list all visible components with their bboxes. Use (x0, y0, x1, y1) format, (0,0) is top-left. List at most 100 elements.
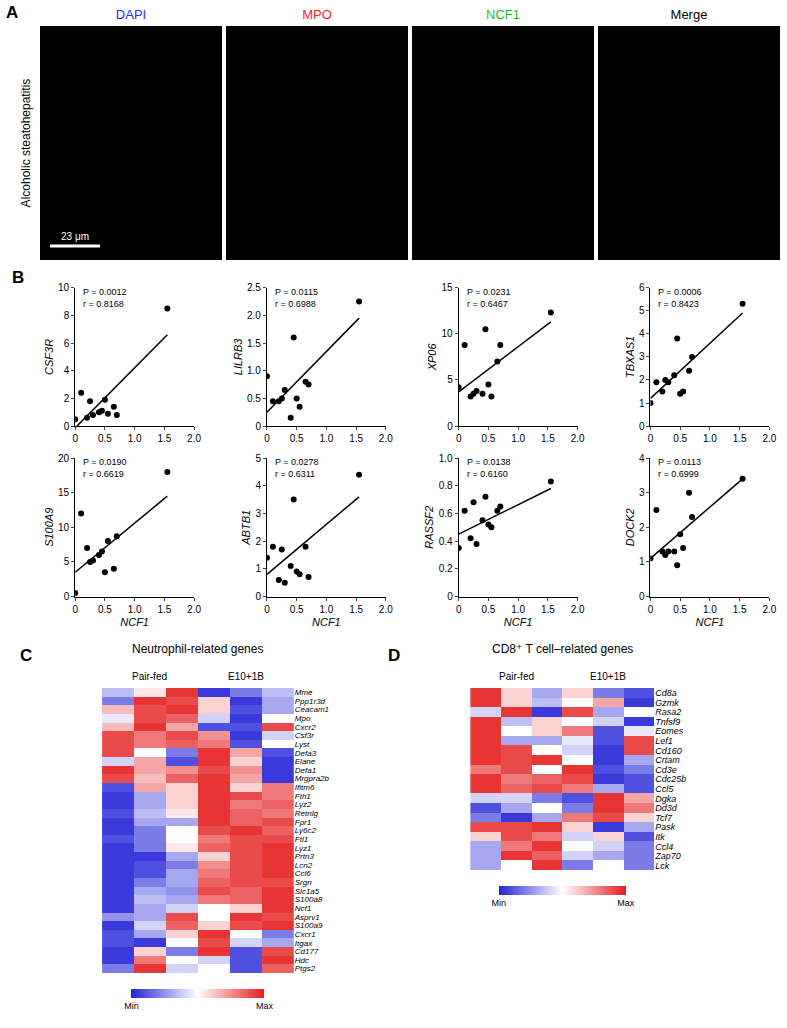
svg-text:0: 0 (255, 591, 261, 602)
svg-text:4: 4 (639, 453, 645, 464)
svg-text:B: B (12, 268, 24, 287)
svg-text:0: 0 (255, 421, 261, 432)
svg-text:Cd3e: Cd3e (655, 765, 677, 775)
svg-text:0.2: 0.2 (439, 563, 453, 574)
svg-text:P = 0.0115r = 0.6988: P = 0.0115r = 0.6988 (275, 287, 318, 309)
svg-text:Lcn2: Lcn2 (295, 861, 313, 870)
svg-text:MPO: MPO (302, 7, 332, 22)
svg-text:10: 10 (442, 328, 454, 339)
svg-text:1.0: 1.0 (247, 365, 261, 376)
svg-text:0: 0 (64, 591, 70, 602)
svg-text:Elane: Elane (295, 757, 316, 766)
svg-text:P = 0.0190r = 0.6619: P = 0.0190r = 0.6619 (83, 457, 127, 479)
svg-text:Mrgpra2b: Mrgpra2b (295, 774, 330, 783)
svg-text:5: 5 (64, 556, 70, 567)
svg-text:Prtn3: Prtn3 (295, 852, 315, 861)
svg-text:Cdc25b: Cdc25b (655, 774, 686, 784)
svg-text:1.0: 1.0 (511, 604, 525, 615)
svg-text:Cxcr1: Cxcr1 (295, 930, 316, 939)
svg-text:Pask: Pask (655, 822, 676, 832)
svg-text:2.0: 2.0 (571, 604, 585, 615)
svg-text:Asprv1: Asprv1 (294, 913, 320, 922)
svg-text:0: 0 (72, 604, 78, 615)
svg-text:2.0: 2.0 (187, 433, 201, 444)
svg-text:P = 0.0113r = 0.6999: P = 0.0113r = 0.6999 (658, 457, 701, 479)
svg-text:0.5: 0.5 (290, 433, 304, 444)
svg-text:4: 4 (64, 365, 70, 376)
svg-text:15: 15 (442, 282, 454, 293)
svg-text:CD8⁺ T cell–related genes: CD8⁺ T cell–related genes (492, 642, 633, 656)
svg-text:0: 0 (639, 591, 645, 602)
svg-text:0: 0 (456, 604, 462, 615)
svg-text:NCF1: NCF1 (486, 7, 520, 22)
svg-text:S100a9: S100a9 (295, 921, 323, 930)
svg-text:5: 5 (447, 374, 453, 385)
svg-text:3: 3 (255, 508, 261, 519)
svg-text:0: 0 (264, 433, 270, 444)
svg-text:Ccl6: Ccl6 (295, 869, 312, 878)
svg-text:NCF1: NCF1 (312, 616, 341, 628)
svg-text:1: 1 (255, 563, 261, 574)
svg-text:20: 20 (58, 453, 70, 464)
svg-text:3: 3 (639, 487, 645, 498)
svg-text:Tcf7: Tcf7 (655, 813, 673, 823)
svg-text:0.5: 0.5 (247, 393, 261, 404)
svg-text:1.5: 1.5 (157, 433, 171, 444)
svg-text:Ftl1: Ftl1 (295, 835, 308, 844)
svg-text:0.5: 0.5 (98, 604, 112, 615)
svg-text:Neutrophil-related genes: Neutrophil-related genes (132, 642, 263, 656)
svg-text:2.0: 2.0 (762, 604, 776, 615)
svg-text:Pair-fed: Pair-fed (132, 671, 167, 682)
svg-text:Cxcr2: Cxcr2 (295, 723, 316, 732)
svg-text:15: 15 (58, 487, 70, 498)
svg-text:E10+1B: E10+1B (590, 671, 626, 682)
svg-text:1.0: 1.0 (703, 433, 717, 444)
svg-text:Crtam: Crtam (655, 755, 680, 765)
svg-text:LILRB3: LILRB3 (232, 338, 244, 376)
svg-text:DAPI: DAPI (116, 7, 146, 22)
svg-text:P = 0.0231r = 0.6467: P = 0.0231r = 0.6467 (467, 287, 511, 309)
svg-text:0: 0 (72, 433, 78, 444)
svg-text:2.0: 2.0 (762, 433, 776, 444)
svg-text:2: 2 (255, 536, 261, 547)
svg-text:Lck: Lck (655, 861, 670, 871)
svg-text:P = 0.0012r = 0.8168: P = 0.0012r = 0.8168 (83, 287, 127, 309)
svg-text:0: 0 (639, 421, 645, 432)
svg-text:0.5: 0.5 (481, 604, 495, 615)
svg-text:Dgka: Dgka (655, 794, 676, 804)
svg-text:0: 0 (648, 604, 654, 615)
svg-text:0: 0 (447, 591, 453, 602)
svg-text:Pair-fed: Pair-fed (499, 671, 534, 682)
svg-text:2.0: 2.0 (571, 433, 585, 444)
svg-text:2: 2 (64, 393, 70, 404)
svg-text:Itk: Itk (655, 832, 665, 842)
svg-text:Fpr1: Fpr1 (295, 818, 311, 827)
svg-text:Merge: Merge (671, 7, 708, 22)
svg-text:Alcoholic steatohepatitis: Alcoholic steatohepatitis (19, 79, 33, 208)
svg-text:0.5: 0.5 (98, 433, 112, 444)
svg-text:RASSF2: RASSF2 (423, 506, 435, 549)
svg-text:1.0: 1.0 (319, 433, 333, 444)
svg-text:Srgn: Srgn (295, 878, 312, 887)
svg-text:Ceacam1: Ceacam1 (295, 705, 329, 714)
svg-text:S100A9: S100A9 (43, 508, 55, 547)
svg-text:P = 0.0138r = 0.6160: P = 0.0138r = 0.6160 (467, 457, 511, 479)
svg-text:Rasa2: Rasa2 (655, 707, 681, 717)
svg-text:E10+1B: E10+1B (228, 671, 264, 682)
svg-text:Min: Min (124, 1001, 139, 1011)
svg-text:Max: Max (617, 898, 635, 908)
svg-text:Gzmk: Gzmk (655, 698, 679, 708)
svg-text:CSF3R: CSF3R (43, 339, 55, 375)
svg-text:Ccl5: Ccl5 (655, 784, 674, 794)
svg-text:Lef1: Lef1 (655, 736, 673, 746)
svg-text:1.0: 1.0 (128, 433, 142, 444)
svg-text:S100a8: S100a8 (295, 895, 323, 904)
svg-text:0.4: 0.4 (439, 536, 453, 547)
svg-text:Dd3d: Dd3d (655, 803, 678, 813)
svg-text:Lyst: Lyst (295, 740, 310, 749)
svg-text:0.5: 0.5 (673, 433, 687, 444)
svg-text:1.5: 1.5 (349, 604, 363, 615)
svg-text:23 μm: 23 μm (61, 231, 89, 242)
svg-text:Defa3: Defa3 (295, 749, 317, 758)
svg-text:Ncf1: Ncf1 (295, 904, 311, 913)
